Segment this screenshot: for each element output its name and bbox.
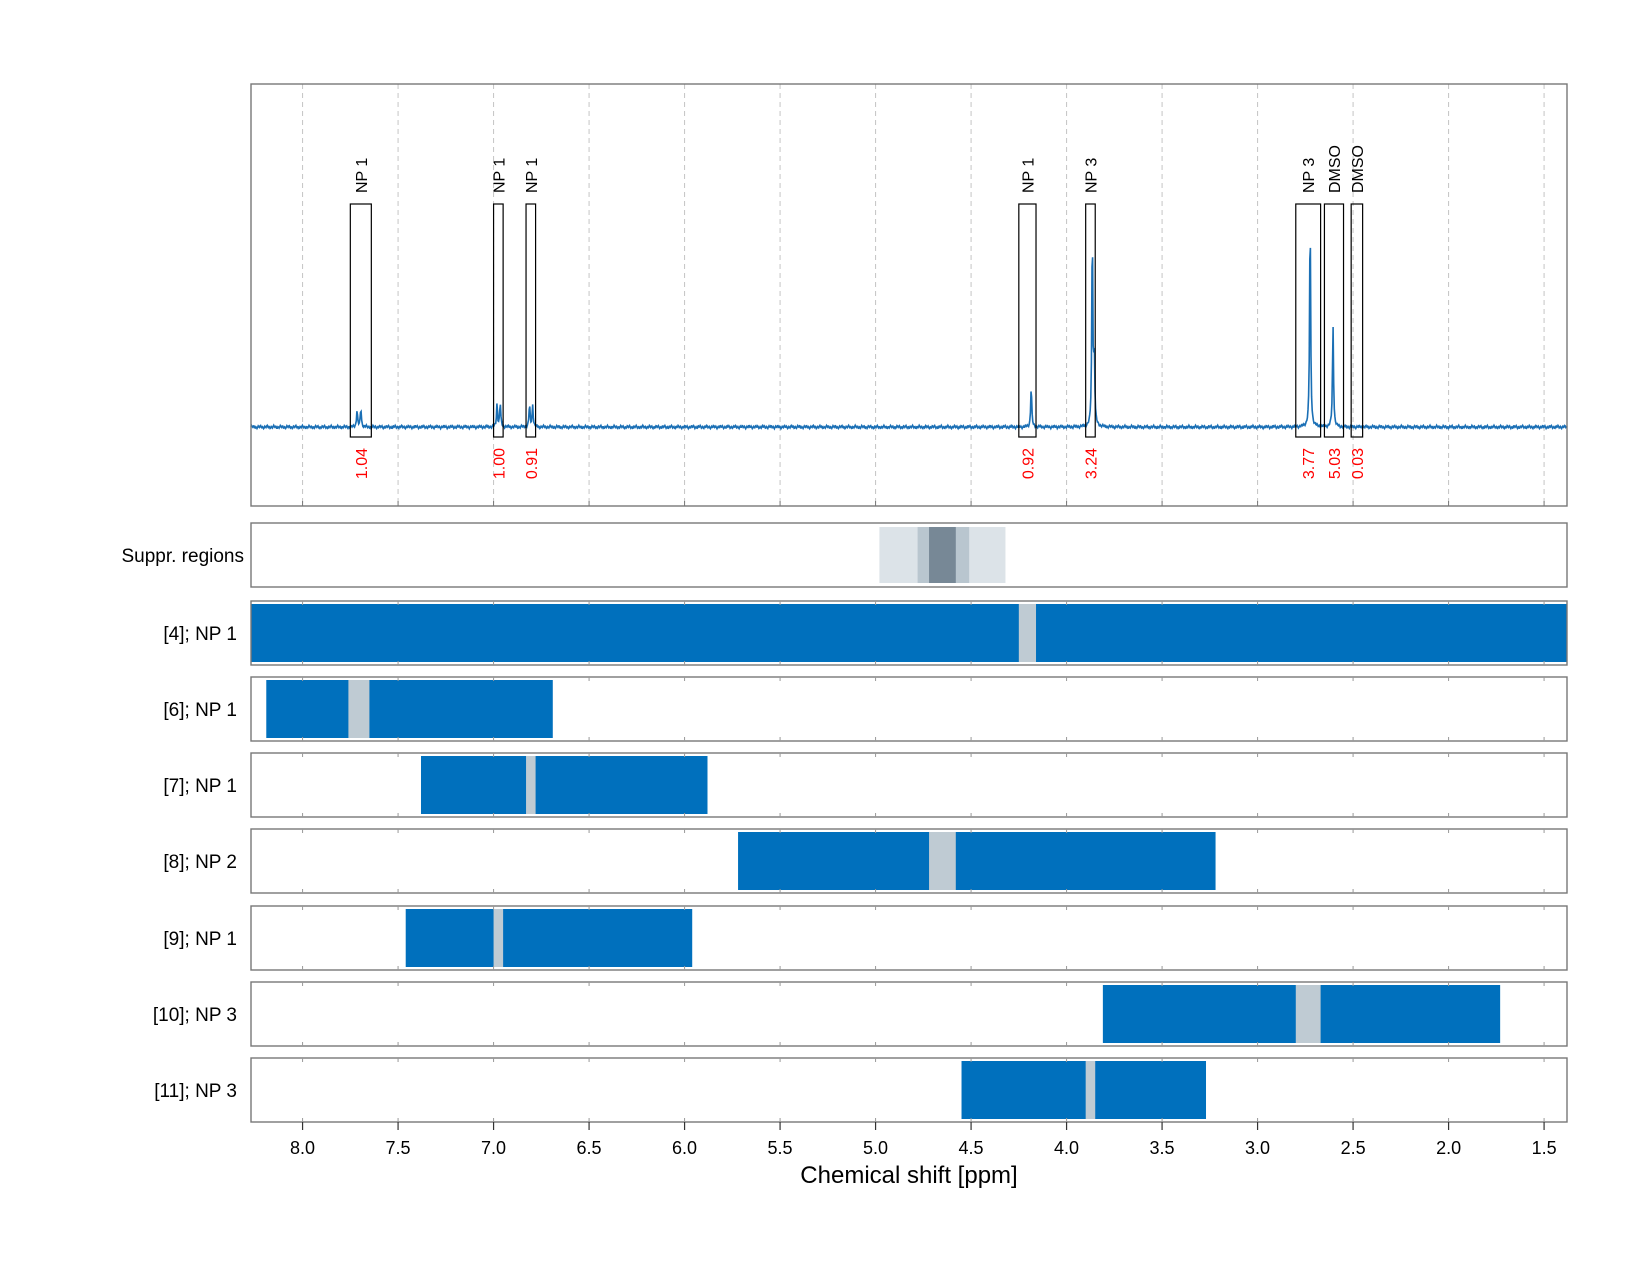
suppression-frame	[250, 522, 1568, 588]
x-tick-label: 7.0	[481, 1138, 506, 1158]
row-frame	[250, 600, 1568, 666]
annotation-label: NP 3	[1083, 158, 1100, 193]
annotation-rect	[1323, 203, 1345, 438]
x-tick-label: 2.0	[1436, 1138, 1461, 1158]
suppression-label: Suppr. regions	[121, 546, 244, 567]
annotation-box: DMSO 5.03	[1323, 145, 1345, 479]
integral-value: 1.04	[354, 448, 371, 479]
spectrum-line	[250, 247, 1568, 431]
spectrum-frame	[250, 83, 1568, 507]
annotation-rect	[349, 203, 372, 438]
row-panel: [9]; NP 1	[163, 905, 1568, 971]
integral-value: 5.03	[1327, 448, 1344, 479]
x-tick-label: 5.0	[863, 1138, 888, 1158]
x-axis: 8.0 7.5 7.0 6.5 6.0 5.5 5.0 4.5 4.0 3.5 3.0 2.5 2.0 1…	[290, 1122, 1557, 1158]
x-tick-label: 8.0	[290, 1138, 315, 1158]
annotation-box: NP 1 0.91	[524, 158, 541, 480]
integral-value: 0.03	[1350, 448, 1367, 479]
annotation-box: NP 3 3.77	[1295, 158, 1322, 479]
row-panel: [11]; NP 3	[154, 1057, 1568, 1123]
spectrum-panel: NP 1 1.04 NP 1 1.00 NP 1 0.91 NP 1 0.92 NP 3 3.24…	[250, 83, 1568, 507]
x-tick-label: 6.0	[672, 1138, 697, 1158]
row-gap	[1085, 1061, 1096, 1119]
row-label: [11]; NP 3	[154, 1081, 237, 1102]
annotation-rect	[1350, 203, 1364, 438]
row-label: [8]; NP 2	[163, 852, 237, 873]
row-frame	[250, 1057, 1568, 1123]
annotation-label: NP 1	[524, 158, 541, 193]
row-frame	[250, 905, 1568, 971]
integral-value: 0.91	[524, 448, 541, 479]
row-frame	[250, 828, 1568, 894]
annotation-box: NP 1 1.04	[349, 158, 372, 479]
annotation-rect	[525, 203, 537, 438]
annotation-label: NP 1	[491, 158, 508, 193]
row-gap	[1295, 985, 1321, 1043]
row-frame	[250, 676, 1568, 742]
annotation-rect	[1018, 203, 1037, 438]
x-tick-label: 3.5	[1150, 1138, 1175, 1158]
annotation-label: DMSO	[1327, 145, 1344, 193]
x-tick-label: 1.5	[1532, 1138, 1557, 1158]
row-panel: [10]; NP 3	[153, 981, 1568, 1047]
row-label: [7]; NP 1	[163, 776, 237, 797]
annotation-label: NP 1	[1020, 158, 1037, 193]
annotation-box: NP 1 1.00	[491, 158, 508, 480]
annotation-rect	[1295, 203, 1322, 438]
row-gap	[493, 909, 504, 967]
row-gap	[929, 832, 956, 890]
row-label: [10]; NP 3	[153, 1005, 237, 1026]
row-panel: [7]; NP 1	[163, 752, 1568, 818]
row-panel: [6]; NP 1	[163, 676, 1568, 742]
row-gap	[1018, 604, 1037, 662]
annotation-label: DMSO	[1350, 145, 1367, 193]
integral-value: 0.92	[1020, 448, 1037, 479]
annotation-box: NP 3 3.24	[1083, 158, 1100, 480]
x-tick-label: 3.0	[1245, 1138, 1270, 1158]
x-tick-label: 7.5	[386, 1138, 411, 1158]
integral-value: 3.24	[1083, 448, 1100, 479]
row-frame	[250, 981, 1568, 1047]
annotation-label: NP 1	[354, 158, 371, 193]
row-panels: [4]; NP 1 [6]; NP 1 [7]; NP 1 [8]; NP 2 [9];…	[153, 600, 1568, 1123]
x-axis-label: Chemical shift [ppm]	[800, 1162, 1017, 1189]
row-label: [6]; NP 1	[163, 700, 237, 721]
x-tick-label: 4.5	[959, 1138, 984, 1158]
row-bar	[961, 1061, 1207, 1119]
x-tick-label: 5.5	[768, 1138, 793, 1158]
row-label: [4]; NP 1	[163, 624, 237, 645]
row-panel: [4]; NP 1	[163, 600, 1568, 666]
row-bar	[738, 832, 1216, 890]
annotation-box: DMSO 0.03	[1350, 145, 1367, 479]
row-bar	[405, 909, 693, 967]
row-panel: [8]; NP 2	[163, 828, 1568, 894]
x-tick-label: 6.5	[577, 1138, 602, 1158]
suppression-panel: Suppr. regions	[121, 522, 1568, 588]
annotation-rect	[492, 203, 504, 438]
annotation-rect	[1085, 203, 1096, 438]
row-gap	[526, 756, 536, 814]
annotation-label: NP 3	[1301, 158, 1318, 193]
suppression-region	[929, 527, 956, 583]
row-bar	[251, 604, 1567, 662]
x-tick-label: 2.5	[1341, 1138, 1366, 1158]
row-gap	[348, 680, 370, 738]
integral-value: 1.00	[491, 448, 508, 479]
row-frame	[250, 752, 1568, 818]
integral-value: 3.77	[1301, 448, 1318, 479]
x-tick-label: 4.0	[1054, 1138, 1079, 1158]
row-bar	[266, 680, 553, 738]
row-bar	[420, 756, 708, 814]
annotation-box: NP 1 0.92	[1018, 158, 1037, 479]
row-label: [9]; NP 1	[163, 929, 237, 950]
